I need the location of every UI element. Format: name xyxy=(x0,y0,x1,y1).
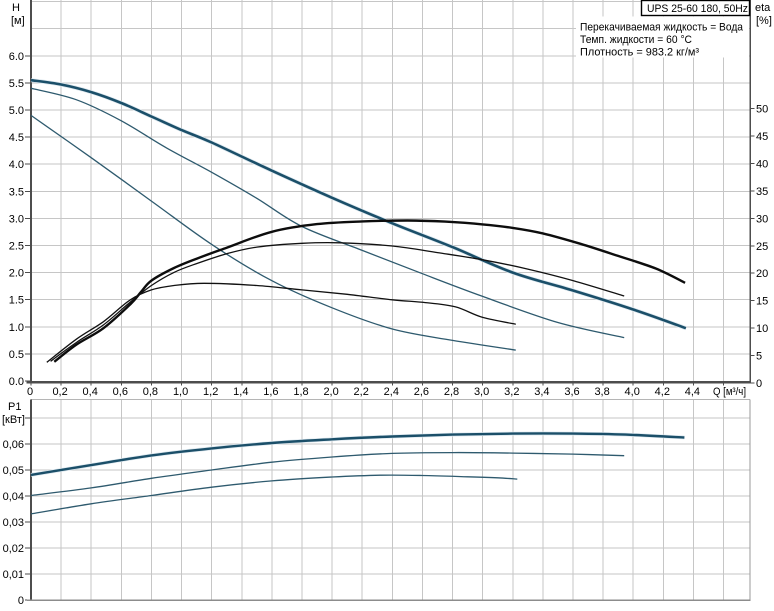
svg-text:4.0: 4.0 xyxy=(9,159,24,171)
svg-text:30: 30 xyxy=(756,213,768,225)
svg-text:25: 25 xyxy=(756,241,768,253)
svg-text:eta: eta xyxy=(755,2,771,14)
svg-text:0,4: 0,4 xyxy=(83,386,98,398)
svg-text:3.5: 3.5 xyxy=(9,186,24,198)
svg-text:1,8: 1,8 xyxy=(293,386,308,398)
svg-text:15: 15 xyxy=(756,296,768,308)
svg-text:50: 50 xyxy=(756,104,768,116)
svg-text:35: 35 xyxy=(756,186,768,198)
svg-text:Q [м³/ч]: Q [м³/ч] xyxy=(713,386,746,398)
svg-text:5.0: 5.0 xyxy=(9,105,24,117)
svg-text:6.0: 6.0 xyxy=(9,51,24,63)
svg-text:1.5: 1.5 xyxy=(9,295,24,307)
svg-text:Перекачиваемая жидкость = Вода: Перекачиваемая жидкость = Вода xyxy=(580,22,744,34)
svg-text:3,6: 3,6 xyxy=(564,386,579,398)
svg-text:Темп. жидкости = 60 °C: Темп. жидкости = 60 °C xyxy=(580,34,692,46)
svg-text:2,6: 2,6 xyxy=(414,386,429,398)
svg-text:40: 40 xyxy=(756,159,768,171)
svg-text:5.5: 5.5 xyxy=(9,78,24,90)
svg-text:0.0: 0.0 xyxy=(9,376,24,388)
svg-text:2,0: 2,0 xyxy=(323,386,338,398)
svg-text:4,2: 4,2 xyxy=(655,386,670,398)
svg-text:0: 0 xyxy=(27,386,33,398)
svg-text:0,04: 0,04 xyxy=(3,491,24,503)
svg-text:1,0: 1,0 xyxy=(173,386,188,398)
svg-text:0: 0 xyxy=(756,378,762,390)
svg-text:0,03: 0,03 xyxy=(3,517,24,529)
svg-text:0,02: 0,02 xyxy=(3,543,24,555)
svg-text:0: 0 xyxy=(18,595,24,607)
svg-text:UPS 25-60 180, 50Hz: UPS 25-60 180, 50Hz xyxy=(647,3,748,15)
svg-text:[м]: [м] xyxy=(11,15,25,27)
svg-text:0,2: 0,2 xyxy=(52,386,67,398)
svg-text:0,8: 0,8 xyxy=(143,386,158,398)
svg-text:Плотность = 983.2 кг/м³: Плотность = 983.2 кг/м³ xyxy=(580,47,699,59)
svg-text:10: 10 xyxy=(756,323,768,335)
svg-text:0,06: 0,06 xyxy=(3,439,24,451)
svg-text:4.5: 4.5 xyxy=(9,132,24,144)
svg-text:2,4: 2,4 xyxy=(384,386,399,398)
svg-text:3,2: 3,2 xyxy=(504,386,519,398)
svg-text:20: 20 xyxy=(756,268,768,280)
svg-text:0,01: 0,01 xyxy=(3,569,24,581)
svg-text:0,6: 0,6 xyxy=(113,386,128,398)
svg-text:1,4: 1,4 xyxy=(233,386,248,398)
svg-text:0,05: 0,05 xyxy=(3,465,24,477)
svg-text:P1: P1 xyxy=(8,401,21,413)
svg-text:3.0: 3.0 xyxy=(9,213,24,225)
svg-text:0.5: 0.5 xyxy=(9,349,24,361)
svg-text:45: 45 xyxy=(756,131,768,143)
svg-text:[кВт]: [кВт] xyxy=(2,414,25,426)
svg-text:H: H xyxy=(12,2,20,14)
svg-text:1,2: 1,2 xyxy=(203,386,218,398)
svg-text:3,0: 3,0 xyxy=(474,386,489,398)
svg-text:2.5: 2.5 xyxy=(9,241,24,253)
svg-text:3,8: 3,8 xyxy=(594,386,609,398)
svg-text:2.0: 2.0 xyxy=(9,268,24,280)
svg-text:[%]: [%] xyxy=(756,15,772,27)
svg-text:4,0: 4,0 xyxy=(625,386,640,398)
svg-text:2,8: 2,8 xyxy=(444,386,459,398)
svg-text:3,4: 3,4 xyxy=(534,386,549,398)
svg-text:1.0: 1.0 xyxy=(9,322,24,334)
svg-text:2,2: 2,2 xyxy=(354,386,369,398)
svg-text:1,6: 1,6 xyxy=(263,386,278,398)
svg-text:5: 5 xyxy=(756,351,762,363)
svg-text:4,4: 4,4 xyxy=(685,386,700,398)
